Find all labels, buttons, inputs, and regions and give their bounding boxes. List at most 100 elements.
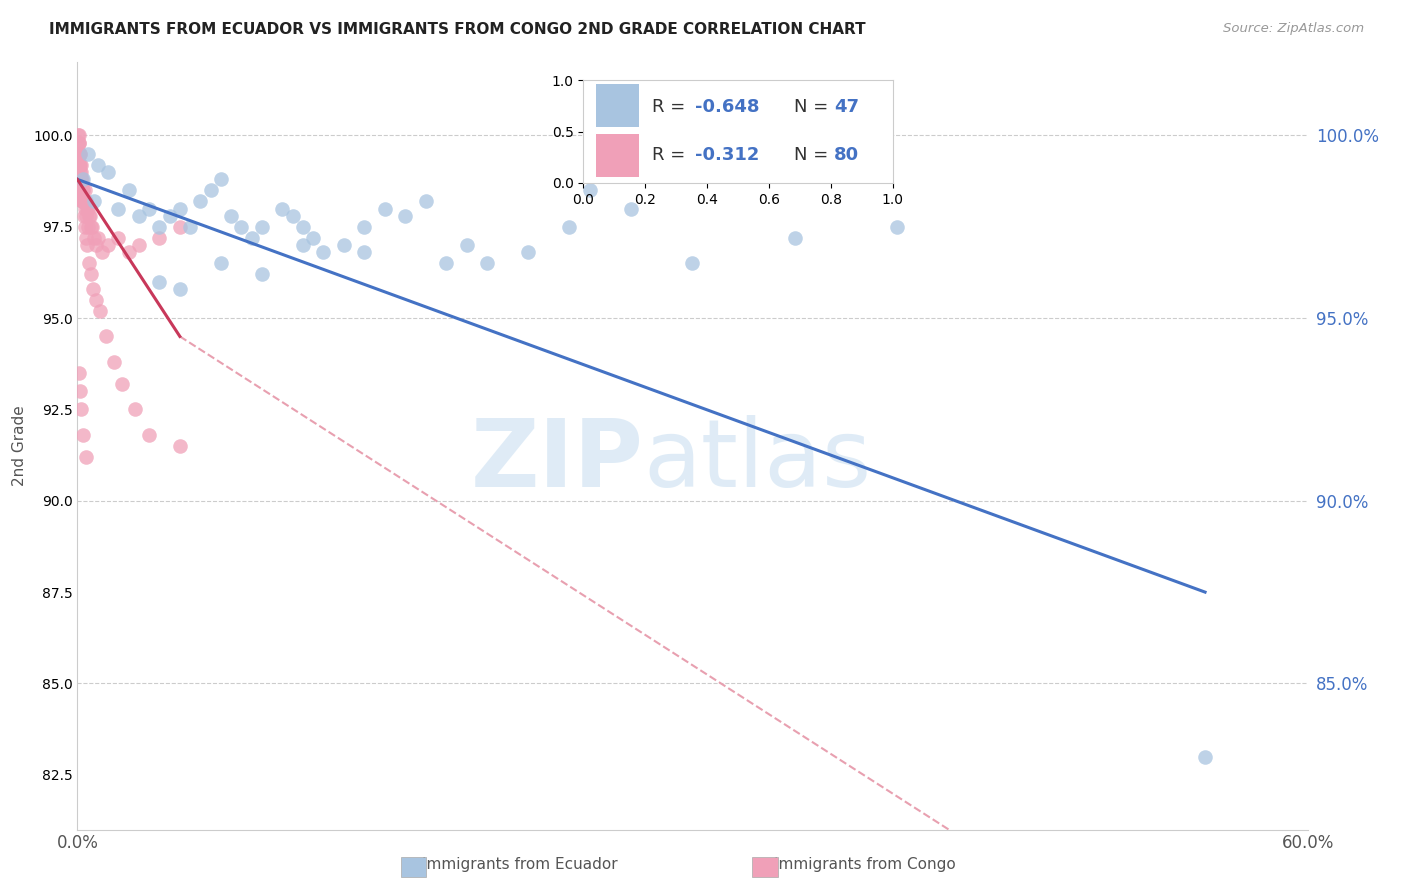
Point	[72, 183, 94, 197]
Point	[124, 402, 146, 417]
Point	[67, 136, 90, 150]
Point	[70, 165, 93, 179]
Point	[70, 194, 93, 209]
Text: N =: N =	[794, 146, 834, 164]
Point	[76, 219, 98, 234]
Point	[558, 219, 581, 234]
Point	[103, 355, 125, 369]
Point	[333, 238, 356, 252]
Point	[67, 146, 90, 161]
Text: Immigrants from Ecuador: Immigrants from Ecuador	[422, 857, 619, 872]
Point	[70, 172, 93, 186]
Point	[281, 209, 304, 223]
Point	[75, 450, 97, 464]
Point	[72, 172, 94, 186]
Point	[77, 209, 100, 223]
Point	[79, 268, 101, 282]
Point	[67, 158, 90, 172]
Point	[89, 303, 111, 318]
Point	[73, 219, 96, 234]
Point	[456, 238, 478, 252]
Point	[107, 231, 129, 245]
Point	[169, 219, 191, 234]
Point	[67, 146, 90, 161]
Text: -0.312: -0.312	[695, 146, 759, 164]
Point	[76, 238, 98, 252]
Point	[179, 219, 201, 234]
Point	[312, 245, 335, 260]
Point	[83, 194, 105, 209]
Point	[67, 158, 90, 172]
Point	[138, 428, 160, 442]
Point	[72, 194, 94, 209]
Bar	[596, 134, 640, 177]
Point	[128, 209, 150, 223]
Point	[209, 256, 232, 270]
Point	[117, 183, 139, 197]
Point	[90, 245, 114, 260]
Point	[83, 231, 105, 245]
Point	[67, 158, 90, 172]
Point	[620, 202, 643, 216]
Point	[97, 238, 120, 252]
Point	[67, 172, 90, 186]
Point	[72, 183, 94, 197]
Text: Source: ZipAtlas.com: Source: ZipAtlas.com	[1223, 22, 1364, 36]
Text: 47: 47	[834, 98, 859, 116]
Point	[70, 402, 93, 417]
Point	[188, 194, 212, 209]
Point	[70, 183, 93, 197]
Point	[75, 194, 97, 209]
Point	[138, 202, 160, 216]
Point	[70, 172, 93, 186]
Point	[148, 219, 170, 234]
Point	[477, 256, 499, 270]
Point	[250, 268, 273, 282]
Point	[148, 231, 170, 245]
Point	[70, 158, 93, 172]
Point	[76, 202, 98, 216]
Point	[69, 172, 91, 186]
Point	[682, 256, 704, 270]
Point	[82, 282, 104, 296]
Point	[76, 146, 98, 161]
Point	[67, 128, 90, 143]
Point	[291, 219, 314, 234]
Point	[70, 172, 93, 186]
Point	[72, 194, 94, 209]
Point	[69, 165, 91, 179]
Text: Immigrants from Congo: Immigrants from Congo	[773, 857, 956, 872]
Point	[394, 209, 416, 223]
Point	[72, 194, 94, 209]
Point	[148, 275, 170, 289]
Text: R =: R =	[651, 146, 690, 164]
Point	[69, 183, 91, 197]
Point	[231, 219, 253, 234]
Point	[69, 172, 91, 186]
Text: atlas: atlas	[644, 416, 872, 508]
Point	[69, 183, 91, 197]
Point	[67, 128, 90, 143]
Point	[97, 165, 120, 179]
Point	[73, 183, 96, 197]
Y-axis label: 2nd Grade: 2nd Grade	[13, 406, 27, 486]
Point	[271, 202, 294, 216]
Point	[250, 219, 273, 234]
Point	[1194, 749, 1216, 764]
Point	[77, 256, 100, 270]
Point	[200, 183, 222, 197]
Point	[240, 231, 263, 245]
Point	[80, 219, 103, 234]
Point	[69, 146, 91, 161]
Point	[107, 202, 129, 216]
Point	[72, 194, 94, 209]
Text: N =: N =	[794, 98, 834, 116]
Point	[76, 202, 98, 216]
Point	[415, 194, 437, 209]
Point	[219, 209, 242, 223]
Point	[302, 231, 325, 245]
Point	[69, 384, 91, 399]
Point	[79, 219, 101, 234]
Text: IMMIGRANTS FROM ECUADOR VS IMMIGRANTS FROM CONGO 2ND GRADE CORRELATION CHART: IMMIGRANTS FROM ECUADOR VS IMMIGRANTS FR…	[49, 22, 866, 37]
Point	[69, 172, 91, 186]
